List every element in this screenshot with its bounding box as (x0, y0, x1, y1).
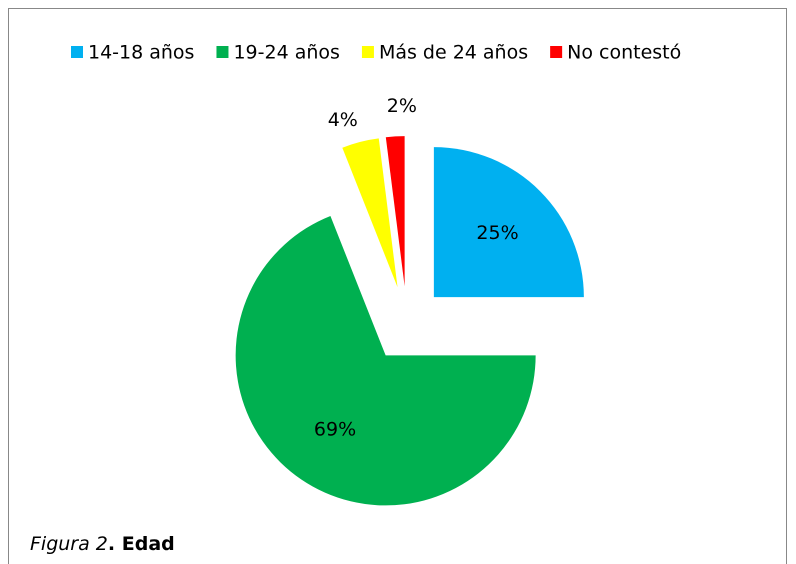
legend-label: 14-18 años (88, 42, 194, 64)
caption-italic: Figura 2 (30, 533, 108, 555)
chart-frame (8, 8, 787, 564)
data-label: 69% (314, 418, 356, 440)
data-label: 4% (328, 109, 358, 131)
legend-label: Más de 24 años (379, 42, 528, 64)
data-label: 2% (387, 95, 417, 117)
pie-slice (385, 136, 405, 287)
pie-slice (235, 215, 536, 506)
legend-label: No contestó (567, 42, 681, 64)
legend-swatch (550, 46, 563, 58)
legend-swatch (216, 46, 229, 58)
legend-label: 19-24 años (233, 42, 339, 64)
legend-swatch (361, 46, 374, 58)
pie-slice (342, 138, 398, 288)
pie-slice (433, 147, 584, 298)
data-label: 25% (476, 222, 518, 244)
caption-bold: . Edad (108, 533, 175, 555)
caption: Figura 2. Edad (30, 533, 175, 555)
legend-swatch (71, 46, 83, 58)
